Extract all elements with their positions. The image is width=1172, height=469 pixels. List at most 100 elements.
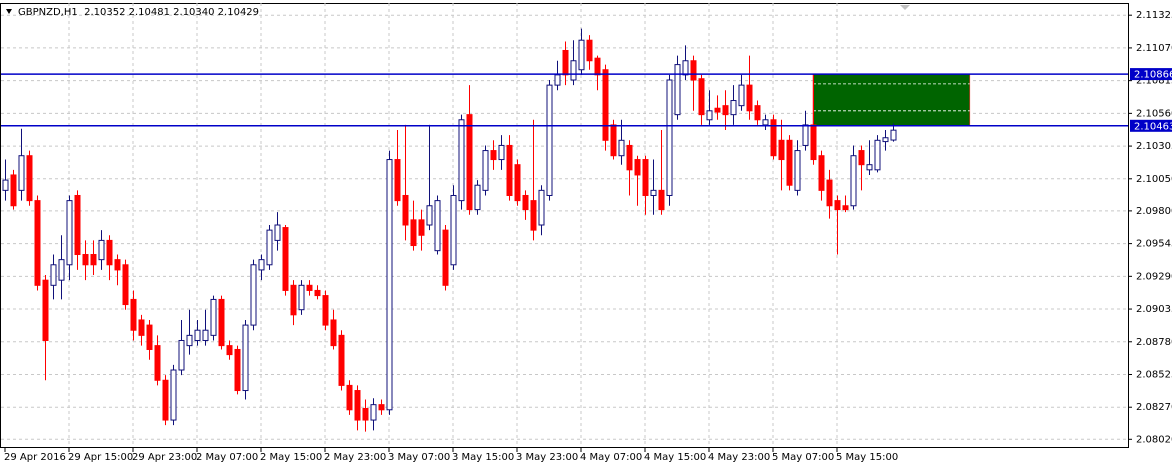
y-tick-label: 2.09545: [1136, 239, 1172, 250]
candle-body: [274, 224, 281, 241]
candle-body: [138, 319, 145, 336]
y-tick-label: 2.08780: [1136, 337, 1172, 348]
x-tick-label: 2 May 07:00: [196, 452, 258, 463]
candle-body: [58, 259, 65, 281]
x-tick-label: 29 Apr 2016: [4, 452, 66, 463]
candle-body: [130, 298, 137, 331]
candle-body: [842, 205, 849, 211]
candle-body: [18, 155, 25, 191]
candle-body: [290, 284, 297, 316]
x-tick-label: 2 May 15:00: [260, 452, 322, 463]
x-tick-label: 5 May 15:00: [836, 452, 898, 463]
candle-body: [546, 84, 553, 196]
candle-body: [522, 194, 529, 211]
candle-body: [170, 369, 177, 421]
candle-body: [730, 100, 737, 116]
candle-body: [618, 139, 625, 157]
candle-body: [418, 219, 425, 236]
candle-body: [786, 139, 793, 186]
y-tick-label: 2.10305: [1136, 141, 1172, 152]
candle-body: [450, 194, 457, 266]
candle-body: [282, 227, 289, 291]
candle-body: [634, 159, 641, 176]
candle-body: [530, 200, 537, 231]
y-tick-label: 2.11070: [1136, 43, 1172, 54]
candle-body: [354, 390, 361, 421]
candle-body: [650, 189, 657, 196]
price-label: 2.10463: [1134, 121, 1172, 132]
candle-body: [562, 49, 569, 76]
candle-body: [850, 155, 857, 207]
candle-body: [586, 39, 593, 62]
candle-body: [458, 119, 465, 202]
candle-body: [322, 295, 329, 326]
candle-body: [514, 164, 521, 202]
candle-body: [74, 194, 81, 256]
candle-body: [122, 264, 129, 306]
candle-body: [866, 164, 873, 171]
candle-body: [202, 329, 209, 341]
candle-body: [538, 189, 545, 226]
candle-body: [26, 155, 33, 202]
candle-body: [306, 284, 313, 291]
x-tick-label: 4 May 15:00: [644, 452, 706, 463]
candle-body: [378, 404, 385, 411]
candle-body: [802, 124, 809, 146]
candle-body: [882, 137, 889, 143]
candle-body: [402, 194, 409, 226]
candle-body: [186, 334, 193, 347]
chart-title: GBPNZD,H1 2.10352 2.10481 2.10340 2.1042…: [18, 7, 259, 18]
candle-body: [154, 345, 161, 381]
candle-body: [466, 114, 473, 211]
candle-body: [82, 254, 89, 266]
candle-body: [706, 110, 713, 121]
y-tick-label: 2.08270: [1136, 402, 1172, 413]
x-tick-label: 3 May 23:00: [516, 452, 578, 463]
candle-body: [66, 200, 73, 266]
candle-body: [610, 124, 617, 157]
price-label-box: [1130, 68, 1172, 81]
x-tick-label: 5 May 07:00: [772, 452, 834, 463]
candle-body: [90, 254, 97, 266]
candle-body: [434, 200, 441, 252]
x-tick-label: 3 May 07:00: [388, 452, 450, 463]
candle-body: [266, 229, 273, 266]
menu-arrow[interactable]: [6, 9, 12, 14]
candle-body: [370, 404, 377, 421]
candle-body: [314, 289, 321, 297]
candle-body: [42, 279, 49, 341]
candle-body: [690, 60, 697, 81]
candle-body: [330, 319, 337, 347]
candle-body: [794, 150, 801, 191]
candle-body: [810, 124, 817, 161]
candle-body: [770, 119, 777, 157]
candle-body: [106, 239, 113, 266]
candle-body: [178, 339, 185, 371]
candle-body: [194, 329, 201, 341]
y-tick-label: 2.09290: [1136, 271, 1172, 282]
candle-body: [2, 179, 9, 191]
candle-body: [338, 334, 345, 386]
candle-body: [226, 345, 233, 356]
candle-body: [594, 57, 601, 76]
y-tick-label: 2.11325: [1136, 10, 1172, 21]
candle-body: [10, 174, 17, 207]
candle-body: [778, 139, 785, 161]
y-tick-label: 2.08020: [1136, 434, 1172, 445]
price-label-box: [1130, 119, 1172, 132]
candle-body: [498, 144, 505, 161]
candle-body: [570, 60, 577, 81]
y-tick-label: 2.09035: [1136, 304, 1172, 315]
x-tick-label: 29 Apr 23:00: [132, 452, 197, 463]
candle-body: [474, 184, 481, 211]
candle-body: [482, 150, 489, 191]
candle-body: [442, 229, 449, 286]
candle-body: [114, 259, 121, 271]
y-tick-label: 2.10815: [1136, 76, 1172, 87]
candle-body: [746, 84, 753, 112]
candle-body: [858, 150, 865, 166]
candle-body: [754, 105, 761, 121]
candle-body: [602, 69, 609, 141]
candle-body: [626, 144, 633, 171]
